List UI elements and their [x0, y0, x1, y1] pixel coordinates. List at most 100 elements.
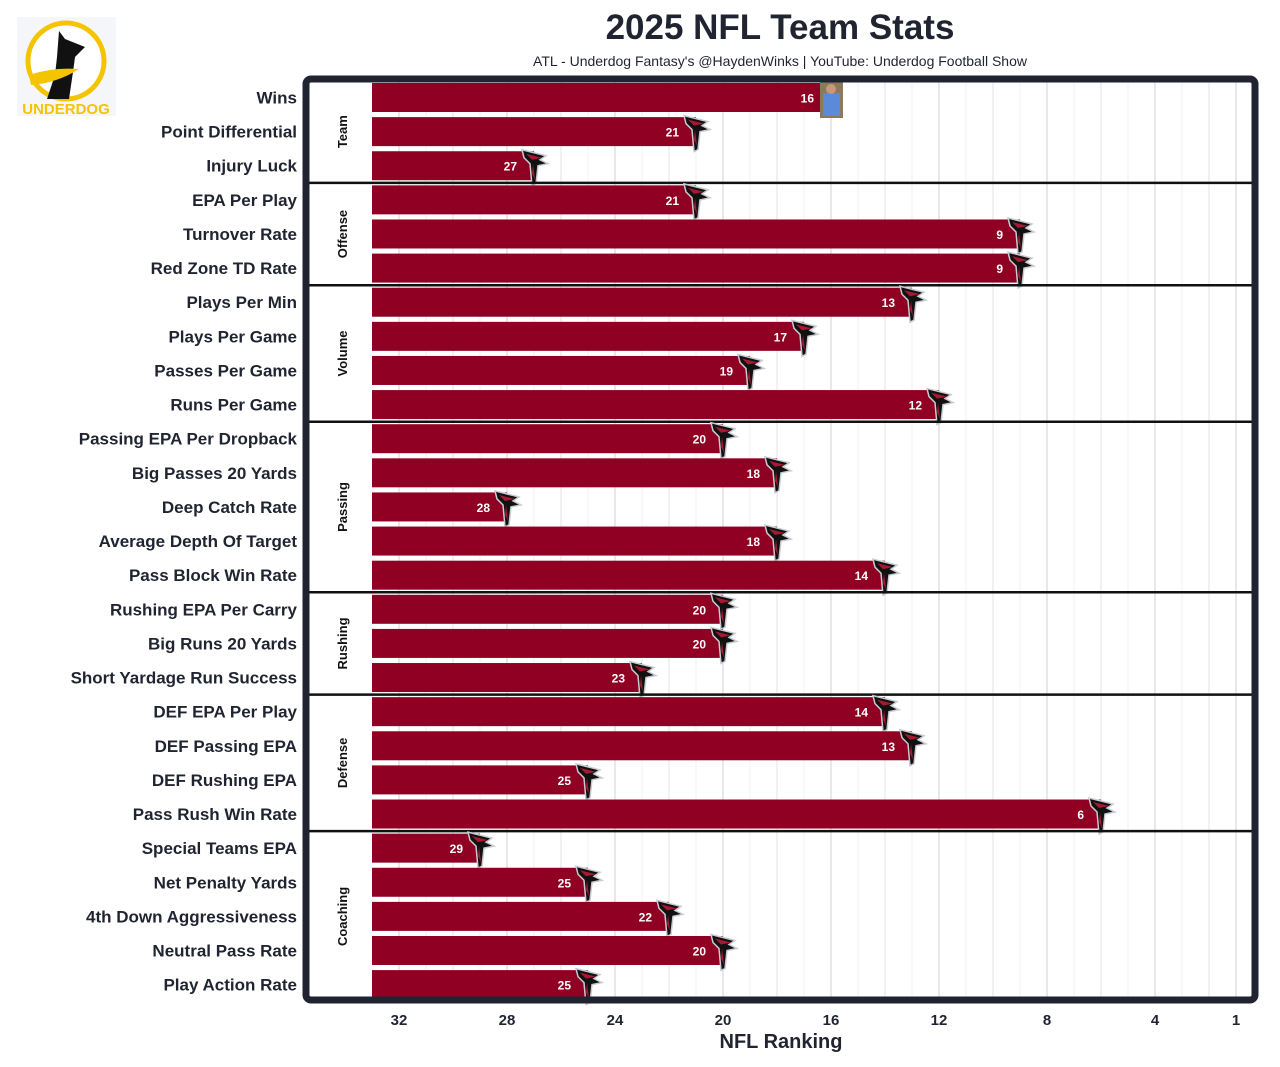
bar — [372, 287, 912, 317]
falcons-logo-icon — [709, 933, 740, 972]
data-label: 21 — [666, 126, 680, 140]
bar — [372, 253, 1020, 283]
bar — [372, 458, 777, 488]
data-label: 20 — [693, 637, 707, 651]
data-label: 6 — [1077, 808, 1084, 822]
data-label: 20 — [693, 433, 707, 447]
x-tick-label: 20 — [715, 1012, 732, 1029]
data-label: 21 — [666, 194, 680, 208]
data-label: 23 — [612, 672, 626, 686]
category-label: Plays Per Min — [186, 293, 297, 312]
category-label: 4th Down Aggressiveness — [86, 907, 297, 926]
falcons-logo-icon — [1087, 796, 1118, 836]
category-label: Special Teams EPA — [142, 839, 297, 858]
falcons-logo-icon — [709, 592, 740, 631]
falcons-logo-icon — [628, 660, 659, 699]
x-tick-label: 4 — [1151, 1012, 1160, 1029]
data-label: 28 — [477, 501, 491, 515]
category-label: Injury Luck — [206, 157, 297, 176]
category-label: Red Zone TD Rate — [151, 259, 297, 278]
category-label: Play Action Rate — [163, 976, 297, 995]
falcons-logo-icon — [1006, 216, 1037, 256]
group-label: Passing — [335, 482, 350, 532]
falcons-logo-icon — [925, 387, 956, 426]
bar — [372, 355, 750, 385]
bar — [372, 901, 669, 931]
falcons-logo-icon — [736, 353, 767, 392]
falcons-logo-icon — [682, 114, 713, 153]
data-label: 29 — [450, 842, 464, 856]
falcons-logo-icon — [466, 831, 497, 870]
bar — [372, 594, 723, 624]
data-label: 18 — [747, 535, 761, 549]
x-tick-label: 12 — [931, 1012, 948, 1029]
bar — [372, 833, 480, 863]
falcons-logo-icon — [871, 558, 902, 597]
bar — [372, 867, 588, 897]
data-label: 19 — [720, 364, 734, 378]
x-tick-label: 16 — [823, 1012, 840, 1029]
falcons-logo-icon — [682, 182, 713, 222]
data-label: 20 — [693, 945, 707, 959]
category-label: Pass Rush Win Rate — [133, 805, 297, 824]
category-label: Rushing EPA Per Carry — [110, 600, 298, 619]
category-label: DEF Passing EPA — [155, 737, 297, 756]
category-label: Plays Per Game — [168, 327, 297, 346]
group-label: Offense — [335, 210, 350, 258]
category-label: Turnover Rate — [183, 225, 297, 244]
x-tick-label: 8 — [1043, 1012, 1051, 1029]
bar — [372, 628, 723, 658]
bar — [372, 321, 804, 351]
category-label: Big Passes 20 Yards — [132, 464, 297, 483]
x-tick-label: 28 — [499, 1012, 516, 1029]
falcons-logo-icon — [898, 285, 929, 324]
bar — [372, 560, 885, 590]
bar — [372, 424, 723, 454]
falcons-logo-icon — [763, 524, 794, 563]
data-label: 14 — [855, 706, 869, 720]
falcons-logo-icon — [493, 489, 524, 529]
bar — [372, 83, 831, 112]
group-label: Team — [335, 115, 350, 148]
bar — [372, 151, 534, 181]
category-label: EPA Per Play — [192, 191, 297, 210]
falcons-logo-icon — [898, 728, 929, 767]
bar — [372, 390, 939, 420]
data-label: 25 — [558, 774, 572, 788]
falcons-logo-icon — [574, 967, 605, 1006]
data-label: 9 — [996, 262, 1003, 276]
category-label: Deep Catch Rate — [162, 498, 297, 517]
chart-title: 2025 NFL Team Stats — [605, 8, 955, 47]
falcons-logo-icon — [709, 421, 740, 460]
group-label: Defense — [335, 738, 350, 789]
category-label: Short Yardage Run Success — [71, 669, 297, 688]
bar — [372, 799, 1101, 829]
falcons-logo-icon — [574, 865, 605, 904]
category-label: Point Differential — [161, 123, 297, 142]
bar — [372, 526, 777, 556]
data-label: 12 — [909, 399, 923, 413]
data-label: 20 — [693, 603, 707, 617]
bar — [372, 185, 696, 215]
category-label: Runs Per Game — [170, 396, 297, 415]
data-label: 13 — [882, 296, 896, 310]
bar — [372, 765, 588, 795]
category-label: Net Penalty Yards — [154, 873, 297, 892]
data-label: 22 — [639, 910, 653, 924]
category-label: Wins — [257, 89, 297, 108]
falcons-logo-icon — [1006, 251, 1037, 290]
falcons-logo-icon — [520, 148, 551, 187]
x-tick-label: 32 — [391, 1012, 408, 1029]
data-label: 17 — [774, 330, 788, 344]
falcons-logo-icon — [790, 319, 821, 358]
bar — [372, 970, 588, 1000]
category-label: Big Runs 20 Yards — [148, 634, 297, 653]
coach-photo — [820, 81, 843, 118]
logo-text: UNDERDOG — [22, 101, 110, 116]
data-label: 9 — [996, 228, 1003, 242]
plot-frame — [302, 75, 1259, 1004]
falcons-logo-icon — [871, 694, 902, 733]
group-label: Rushing — [335, 617, 350, 669]
group-label: Coaching — [335, 887, 350, 946]
